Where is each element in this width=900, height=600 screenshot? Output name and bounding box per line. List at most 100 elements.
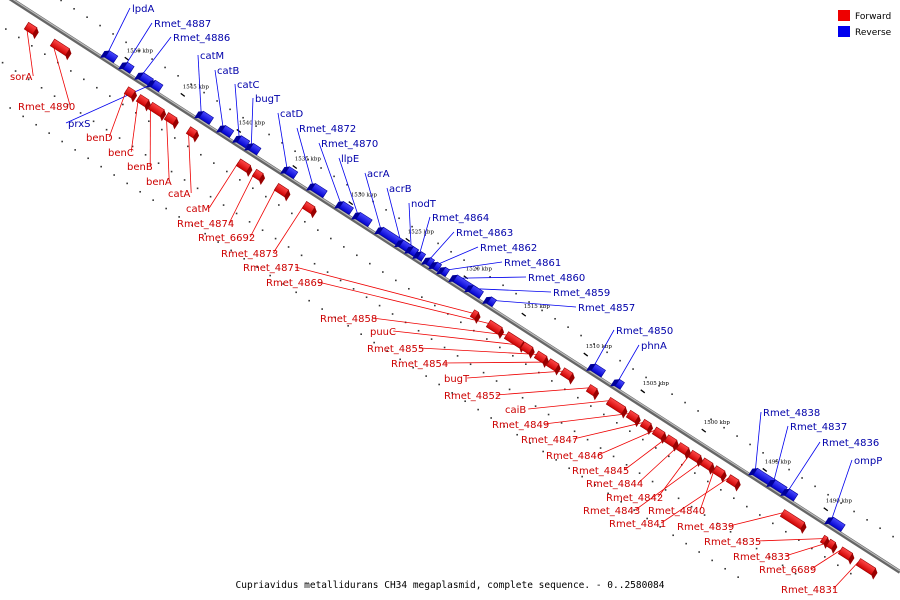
track-dot — [391, 313, 394, 315]
leader-line — [496, 387, 589, 396]
leader-line — [140, 36, 172, 77]
track-dot — [73, 8, 75, 10]
track-dot — [125, 41, 127, 44]
track-dot — [398, 217, 400, 220]
track-dot — [430, 338, 433, 340]
kbp-tick-label: 1490 kbp — [826, 499, 853, 505]
track-dot — [122, 103, 124, 106]
forward-gene-label: puuC — [370, 327, 396, 338]
track-dot — [456, 355, 459, 357]
track-dot — [347, 325, 349, 327]
track-dot — [703, 514, 706, 516]
reverse-gene-label: catB — [217, 66, 240, 77]
track-dot — [638, 472, 641, 474]
track-dot — [573, 430, 576, 433]
leader-line — [419, 347, 537, 355]
track-dot — [281, 142, 283, 144]
forward-gene-label: Rmet_4858 — [320, 314, 377, 325]
track-dot — [515, 292, 517, 295]
track-dot — [135, 112, 137, 114]
track-dot — [343, 246, 345, 248]
forward-gene-label: Rmet_4873 — [221, 249, 278, 260]
track-dot — [594, 484, 596, 486]
track-dot — [382, 271, 384, 273]
forward-gene-block — [711, 465, 727, 483]
reverse-gene-block — [146, 79, 164, 93]
track-dot — [5, 28, 7, 30]
track-dot — [711, 559, 713, 562]
track-dot — [268, 133, 270, 136]
forward-gene-block — [301, 201, 317, 219]
kbp-tick-label: 1525 kbp — [408, 229, 435, 235]
track-dots — [1, 0, 894, 578]
reverse-gene-block — [232, 135, 251, 149]
track-dot — [278, 204, 280, 206]
leader-line — [637, 445, 679, 484]
track-dot — [646, 517, 648, 520]
leader-line — [52, 42, 71, 107]
track-dot — [209, 195, 212, 198]
forward-gene-block — [651, 426, 667, 444]
track-dot — [853, 510, 855, 513]
track-dot — [879, 527, 881, 530]
track-dot — [61, 140, 63, 143]
kbp-tick-label: 1545 kbp — [183, 84, 210, 90]
track-dot — [437, 242, 439, 245]
reverse-gene-label: catD — [280, 109, 304, 120]
track-dot — [568, 467, 570, 470]
track-dot — [261, 229, 264, 232]
reverse-gene-block — [280, 166, 299, 180]
leader-line — [772, 425, 789, 484]
forward-gene-block — [49, 38, 72, 61]
track-dot — [685, 542, 687, 545]
track-dot — [664, 489, 667, 491]
forward-gene-label: Rmet_4871 — [243, 263, 300, 274]
track-dot — [801, 477, 803, 479]
track-dot — [659, 526, 661, 528]
track-dot — [554, 317, 556, 320]
reverse-gene-label: acrB — [389, 184, 412, 195]
track-dot — [321, 308, 323, 310]
leader-line — [443, 261, 503, 271]
forward-gene-block — [605, 396, 628, 419]
track-dot — [785, 530, 787, 533]
forward-gene-block — [825, 538, 838, 554]
track-dot — [482, 371, 485, 374]
track-dot — [619, 359, 621, 362]
track-dot — [203, 91, 205, 94]
forward-gene-label: Rmet_4844 — [586, 479, 643, 490]
forward-gene-block — [559, 367, 575, 385]
track-dot — [187, 145, 189, 148]
track-dot — [148, 120, 150, 123]
kbp-tick: 1520 kbp — [463, 267, 492, 280]
reverse-gene-block — [464, 284, 484, 299]
track-dot — [412, 366, 414, 369]
leader-line — [592, 329, 615, 368]
track-dot — [294, 150, 296, 153]
track-dot — [642, 438, 644, 441]
forward-gene-label: Rmet_4831 — [781, 585, 838, 596]
track-dot — [304, 220, 306, 223]
track-dot — [395, 279, 397, 282]
reverse-gene-block — [436, 266, 451, 277]
track-dot — [586, 438, 589, 441]
track-dot — [177, 75, 179, 77]
leader-line — [318, 142, 342, 205]
track-dot — [529, 442, 531, 444]
reverse-gene-block — [244, 143, 262, 156]
reverse-gene-label: Rmet_4886 — [173, 33, 230, 44]
kbp-tick: 1500 kbp — [701, 420, 730, 433]
leader-line — [616, 344, 640, 383]
forward-gene-block — [819, 534, 830, 549]
track-dot — [320, 167, 322, 169]
forward-gene-block — [725, 474, 741, 492]
forward-gene-block — [469, 309, 481, 324]
track-dot — [892, 535, 894, 538]
forward-gene-label: Rmet_4869 — [266, 278, 323, 289]
track-dot — [359, 192, 361, 194]
reverse-gene-label: nodT — [411, 199, 437, 210]
track-dot — [226, 170, 228, 173]
forward-gene-label: Rmet_4852 — [444, 391, 501, 402]
track-dot — [477, 408, 479, 411]
